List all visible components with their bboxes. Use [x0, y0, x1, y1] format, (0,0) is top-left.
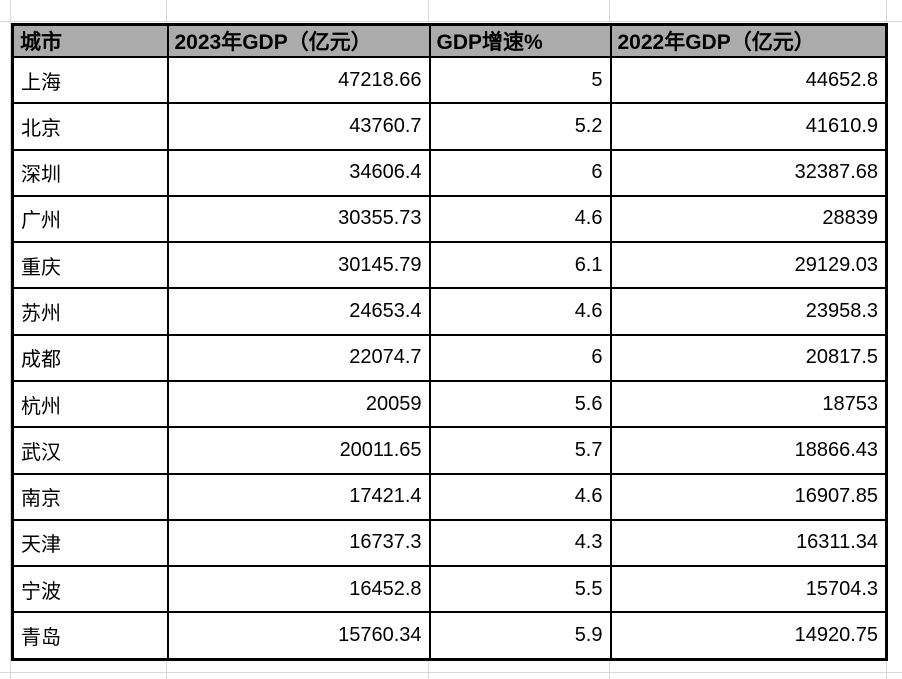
cell-gdp-2023[interactable]: 22074.7: [166, 333, 431, 382]
cell-gdp-2022[interactable]: 32387.68: [609, 148, 888, 197]
cell-growth[interactable]: 6.1: [428, 241, 612, 290]
cell-city[interactable]: 深圳: [11, 148, 169, 197]
cell-gdp-2023[interactable]: 47218.66: [166, 55, 431, 105]
table-row: 宁波 16452.8 5.5 15704.3: [11, 565, 888, 614]
table-row: 北京 43760.7 5.2 41610.9: [11, 102, 888, 151]
cell-gdp-2023[interactable]: 20011.65: [166, 426, 431, 475]
cell-growth[interactable]: 5.7: [428, 426, 612, 475]
cell-gdp-2022[interactable]: 41610.9: [609, 102, 888, 151]
cell-city[interactable]: 天津: [11, 518, 169, 568]
cell-gdp-2023[interactable]: 30145.79: [166, 241, 431, 290]
gdp-table-header: 城市 2023年GDP（亿元） GDP增速% 2022年GDP（亿元）: [11, 23, 888, 58]
cell-gdp-2023[interactable]: 17421.4: [166, 472, 431, 521]
sheet-gridline-horizontal: [0, 21, 902, 22]
header-cell-gdp-2023[interactable]: 2023年GDP（亿元）: [166, 23, 431, 58]
table-row: 武汉 20011.65 5.7 18866.43: [11, 426, 888, 475]
table-row: 青岛 15760.34 5.9 14920.75: [11, 611, 888, 661]
cell-growth[interactable]: 5: [428, 55, 612, 105]
cell-gdp-2022[interactable]: 16907.85: [609, 472, 888, 521]
cell-city[interactable]: 青岛: [11, 611, 169, 661]
cell-gdp-2023[interactable]: 34606.4: [166, 148, 431, 197]
cell-city[interactable]: 杭州: [11, 379, 169, 429]
cell-city[interactable]: 上海: [11, 55, 169, 105]
cell-city[interactable]: 广州: [11, 194, 169, 244]
table-row: 南京 17421.4 4.6 16907.85: [11, 472, 888, 521]
table-row: 深圳 34606.4 6 32387.68: [11, 148, 888, 197]
cell-city[interactable]: 南京: [11, 472, 169, 521]
cell-gdp-2022[interactable]: 16311.34: [609, 518, 888, 568]
header-cell-growth[interactable]: GDP增速%: [428, 23, 612, 58]
cell-gdp-2023[interactable]: 16452.8: [166, 565, 431, 614]
table-row: 上海 47218.66 5 44652.8: [11, 55, 888, 105]
cell-growth[interactable]: 6: [428, 148, 612, 197]
cell-city[interactable]: 宁波: [11, 565, 169, 614]
table-row: 广州 30355.73 4.6 28839: [11, 194, 888, 244]
cell-gdp-2023[interactable]: 43760.7: [166, 102, 431, 151]
cell-gdp-2022[interactable]: 44652.8: [609, 55, 888, 105]
sheet-gridline-vertical: [10, 0, 11, 679]
gdp-table: 城市 2023年GDP（亿元） GDP增速% 2022年GDP（亿元） 上海 4…: [11, 23, 888, 661]
cell-gdp-2022[interactable]: 15704.3: [609, 565, 888, 614]
cell-gdp-2022[interactable]: 18753: [609, 379, 888, 429]
cell-growth[interactable]: 6: [428, 333, 612, 382]
cell-gdp-2022[interactable]: 28839: [609, 194, 888, 244]
cell-growth[interactable]: 4.6: [428, 287, 612, 336]
cell-gdp-2023[interactable]: 24653.4: [166, 287, 431, 336]
table-row: 成都 22074.7 6 20817.5: [11, 333, 888, 382]
header-row: 城市 2023年GDP（亿元） GDP增速% 2022年GDP（亿元）: [11, 23, 888, 58]
cell-growth[interactable]: 5.6: [428, 379, 612, 429]
cell-growth[interactable]: 4.3: [428, 518, 612, 568]
cell-gdp-2022[interactable]: 20817.5: [609, 333, 888, 382]
cell-gdp-2023[interactable]: 15760.34: [166, 611, 431, 661]
cell-gdp-2022[interactable]: 14920.75: [609, 611, 888, 661]
cell-city[interactable]: 重庆: [11, 241, 169, 290]
cell-gdp-2023[interactable]: 30355.73: [166, 194, 431, 244]
cell-gdp-2023[interactable]: 16737.3: [166, 518, 431, 568]
table-row: 苏州 24653.4 4.6 23958.3: [11, 287, 888, 336]
cell-city[interactable]: 成都: [11, 333, 169, 382]
cell-gdp-2023[interactable]: 20059: [166, 379, 431, 429]
cell-city[interactable]: 苏州: [11, 287, 169, 336]
table-row: 重庆 30145.79 6.1 29129.03: [11, 241, 888, 290]
cell-gdp-2022[interactable]: 23958.3: [609, 287, 888, 336]
header-cell-city[interactable]: 城市: [11, 23, 169, 58]
cell-growth[interactable]: 5.5: [428, 565, 612, 614]
table-row: 杭州 20059 5.6 18753: [11, 379, 888, 429]
gdp-table-body: 上海 47218.66 5 44652.8 北京 43760.7 5.2 416…: [11, 55, 888, 661]
table-row: 天津 16737.3 4.3 16311.34: [11, 518, 888, 568]
cell-gdp-2022[interactable]: 29129.03: [609, 241, 888, 290]
sheet-gridline-horizontal: [0, 672, 902, 673]
header-cell-gdp-2022[interactable]: 2022年GDP（亿元）: [609, 23, 888, 58]
cell-growth[interactable]: 4.6: [428, 472, 612, 521]
cell-gdp-2022[interactable]: 18866.43: [609, 426, 888, 475]
cell-growth[interactable]: 4.6: [428, 194, 612, 244]
cell-growth[interactable]: 5.9: [428, 611, 612, 661]
cell-city[interactable]: 武汉: [11, 426, 169, 475]
cell-city[interactable]: 北京: [11, 102, 169, 151]
cell-growth[interactable]: 5.2: [428, 102, 612, 151]
